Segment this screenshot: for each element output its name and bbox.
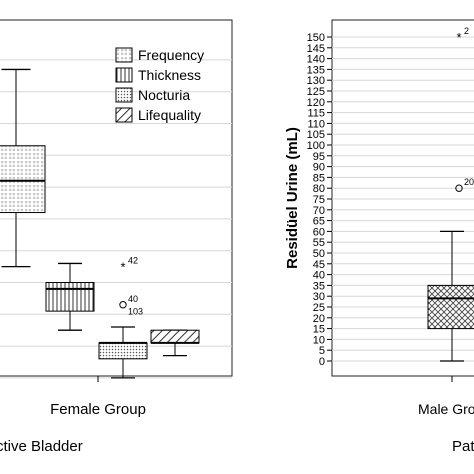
left-chart-panel: * 42 40 103 Frequency Thickness Nocturia Lifeq… — [0, 19, 233, 455]
right-boxplots: 20 * 2 — [427, 26, 474, 362]
box-male-group-outlier-marker: * — [456, 30, 461, 45]
box-frequency-iqr-box — [0, 145, 46, 214]
box-male-group-outlier-marker — [455, 184, 463, 192]
box-nocturia-box — [98, 326, 148, 379]
box-thickness-outlier-label: 40 — [128, 294, 138, 304]
x-category-label-female-group: Female Group — [50, 401, 146, 418]
legend-thickness-swatch — [115, 67, 133, 83]
y-tick-label: 105 — [307, 129, 325, 141]
box-frequency-box — [0, 68, 46, 268]
y-tick-label: 135 — [307, 64, 325, 76]
right-caption: Pat — [452, 438, 474, 455]
y-tick-label: 130 — [307, 75, 325, 87]
legend: Frequency Thickness Nocturia Lifequality — [115, 47, 204, 123]
box-thickness-outlier-marker: * — [120, 260, 125, 275]
box-thickness-outlier-label: 103 — [128, 306, 143, 316]
y-tick-label: 15 — [313, 324, 325, 336]
y-tick-label: 70 — [313, 205, 325, 217]
y-axis-label: Residüel Urine (mL) — [284, 127, 301, 269]
legend-lifequality-label: Lifequality — [138, 107, 201, 123]
y-tick-label: 140 — [307, 54, 325, 66]
y-tick-label: 100 — [307, 140, 325, 152]
box-thickness-outlier-marker — [119, 301, 127, 309]
box-lifequality-iqr-box — [150, 329, 200, 344]
y-tick-label: 75 — [313, 194, 325, 206]
y-tick-label: 25 — [313, 302, 325, 314]
y-tick-label: 90 — [313, 162, 325, 174]
box-thickness-iqr-box — [45, 282, 95, 312]
y-tick-label: 40 — [313, 270, 325, 282]
y-tick-label: 85 — [313, 172, 325, 184]
y-tick-label: 20 — [313, 313, 325, 325]
left-caption: ctive Bladder — [0, 438, 83, 455]
y-tick-label: 110 — [307, 118, 325, 130]
y-tick-label: 120 — [307, 97, 325, 109]
left-boxplots: * 42 40 103 — [0, 68, 200, 379]
right-chart-panel: 0510152025303540455055606570758085909510… — [284, 19, 474, 455]
y-tick-label: 45 — [313, 259, 325, 271]
legend-nocturia-label: Nocturia — [138, 87, 190, 103]
y-tick-label: 55 — [313, 237, 325, 249]
y-tick-label: 65 — [313, 216, 325, 228]
legend-frequency-swatch — [115, 47, 133, 63]
box-thickness-box: * 42 40 103 — [45, 256, 143, 331]
right-y-tick-labels: 0510152025303540455055606570758085909510… — [307, 32, 332, 368]
y-tick-label: 145 — [307, 43, 325, 55]
y-tick-label: 125 — [307, 86, 325, 98]
legend-nocturia-swatch — [115, 87, 133, 103]
y-tick-label: 35 — [313, 280, 325, 292]
y-tick-label: 30 — [313, 291, 325, 303]
box-nocturia-iqr-box — [98, 342, 148, 360]
legend-thickness-label: Thickness — [138, 67, 201, 83]
y-tick-label: 50 — [313, 248, 325, 260]
legend-lifequality-swatch — [115, 107, 133, 123]
y-tick-label: 5 — [319, 345, 325, 357]
x-category-label-male-group: Male Gro — [418, 401, 474, 417]
box-thickness-outlier-label: 42 — [128, 256, 138, 266]
box-lifequality-box — [150, 329, 200, 357]
legend-frequency-label: Frequency — [138, 47, 204, 63]
y-tick-label: 10 — [313, 334, 325, 346]
box-male-group-outlier-label: 20 — [464, 177, 474, 187]
y-tick-label: 115 — [307, 108, 325, 120]
y-tick-label: 95 — [313, 151, 325, 163]
y-tick-label: 0 — [319, 356, 325, 368]
box-male-group-outlier-label: 2 — [464, 26, 469, 36]
y-tick-label: 60 — [313, 226, 325, 238]
y-tick-label: 150 — [307, 32, 325, 44]
y-tick-label: 80 — [313, 183, 325, 195]
right-gridlines — [332, 36, 474, 362]
box-male-group-box: 20 * 2 — [427, 26, 474, 362]
box-male-group-iqr-box — [427, 284, 474, 330]
